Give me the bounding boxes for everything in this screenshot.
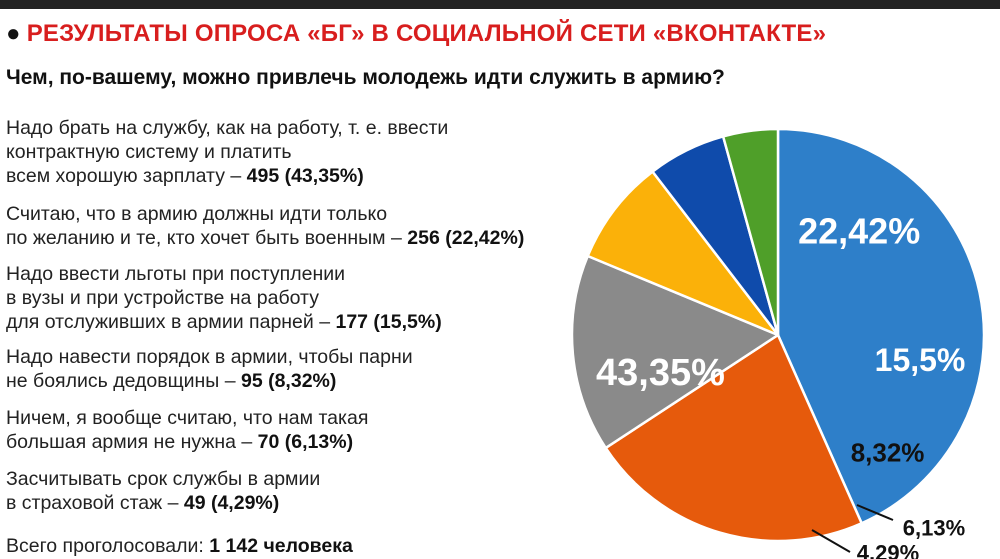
- pie-slice: [604, 333, 863, 543]
- total-value: 1 142 человека: [209, 535, 353, 557]
- answer-item: Ничем, я вообще считаю, что нам такая бо…: [6, 406, 368, 454]
- answer-line: Надо ввести льготы при поступлении: [6, 263, 346, 285]
- title-text: РЕЗУЛЬТАТЫ ОПРОСА «БГ» В СОЦИАЛЬНОЙ СЕТИ…: [26, 20, 827, 47]
- answer-line-text: для отслуживших в армии парней –: [6, 311, 336, 333]
- answer-line-text: не боялись дедовщины –: [6, 370, 241, 392]
- title-bullet-icon: ●: [6, 20, 21, 47]
- answer-value: 177 (15,5%): [335, 311, 442, 333]
- answer-line-text: в страховой стаж –: [6, 492, 184, 514]
- answer-value: 495 (43,35%): [246, 165, 364, 187]
- slice-leader-line: [811, 529, 851, 553]
- answer-item: Засчитывать срок службы в армии в страхо…: [6, 467, 320, 515]
- answer-line: в вузы и при устройстве на работу: [6, 287, 319, 309]
- total-label: Всего проголосовали:: [6, 535, 210, 557]
- answer-line: Надо навести порядок в армии, чтобы парн…: [6, 346, 413, 368]
- answer-line-text: большая армия не нужна –: [6, 431, 258, 453]
- slice-label: 43,35%: [596, 352, 725, 394]
- answer-line: Засчитывать срок службы в армии: [6, 468, 321, 490]
- total-votes: Всего проголосовали: 1 142 человека: [6, 535, 353, 558]
- pie-slice: [570, 254, 780, 450]
- slice-label: 22,42%: [798, 211, 920, 252]
- answer-line-last: большая армия не нужна – 70 (6,13%): [6, 430, 368, 454]
- answer-item: Надо ввести льготы при поступлении в вуз…: [6, 262, 442, 334]
- answer-line-text: по желанию и те, кто хочет быть военным …: [6, 227, 408, 249]
- pie-slice: [721, 127, 780, 337]
- answer-value: 95 (8,32%): [240, 370, 337, 392]
- pie-slice: [586, 170, 780, 337]
- survey-question: Чем, по-вашему, можно привлечь молодежь …: [6, 66, 725, 89]
- answer-item: Надо брать на службу, как на работу, т. …: [6, 116, 448, 188]
- slice-label: 15,5%: [875, 342, 966, 378]
- answer-line-last: для отслуживших в армии парней – 177 (15…: [6, 310, 442, 334]
- pie-slice: [776, 127, 986, 525]
- infographic-title: ● РЕЗУЛЬТАТЫ ОПРОСА «БГ» В СОЦИАЛЬНОЙ СЕТ…: [6, 20, 826, 48]
- answer-line-text: всем хорошую зарплату –: [6, 165, 247, 187]
- answer-item: Считаю, что в армию должны идти только п…: [6, 202, 524, 250]
- slice-label: 4,29%: [857, 541, 919, 559]
- answer-line-last: в страховой стаж – 49 (4,29%): [6, 491, 320, 515]
- top-rule: [0, 0, 1000, 9]
- answer-line: Ничем, я вообще считаю, что нам такая: [6, 407, 369, 429]
- slice-label: 6,13%: [903, 516, 965, 541]
- answer-line-last: по желанию и те, кто хочет быть военным …: [6, 226, 524, 250]
- answer-item: Надо навести порядок в армии, чтобы парн…: [6, 345, 413, 393]
- answer-line-last: всем хорошую зарплату – 495 (43,35%): [6, 164, 448, 188]
- slice-leader-line: [856, 504, 894, 521]
- slice-label: 8,32%: [851, 438, 925, 468]
- answer-line: Надо брать на службу, как на работу, т. …: [6, 117, 449, 139]
- answer-line: контрактную систему и платить: [6, 141, 292, 163]
- answer-line: Считаю, что в армию должны идти только: [6, 203, 388, 225]
- answer-value: 70 (6,13%): [257, 431, 354, 453]
- answer-line-last: не боялись дедовщины – 95 (8,32%): [6, 369, 413, 393]
- answer-value: 256 (22,42%): [407, 227, 525, 249]
- answer-value: 49 (4,29%): [183, 492, 280, 514]
